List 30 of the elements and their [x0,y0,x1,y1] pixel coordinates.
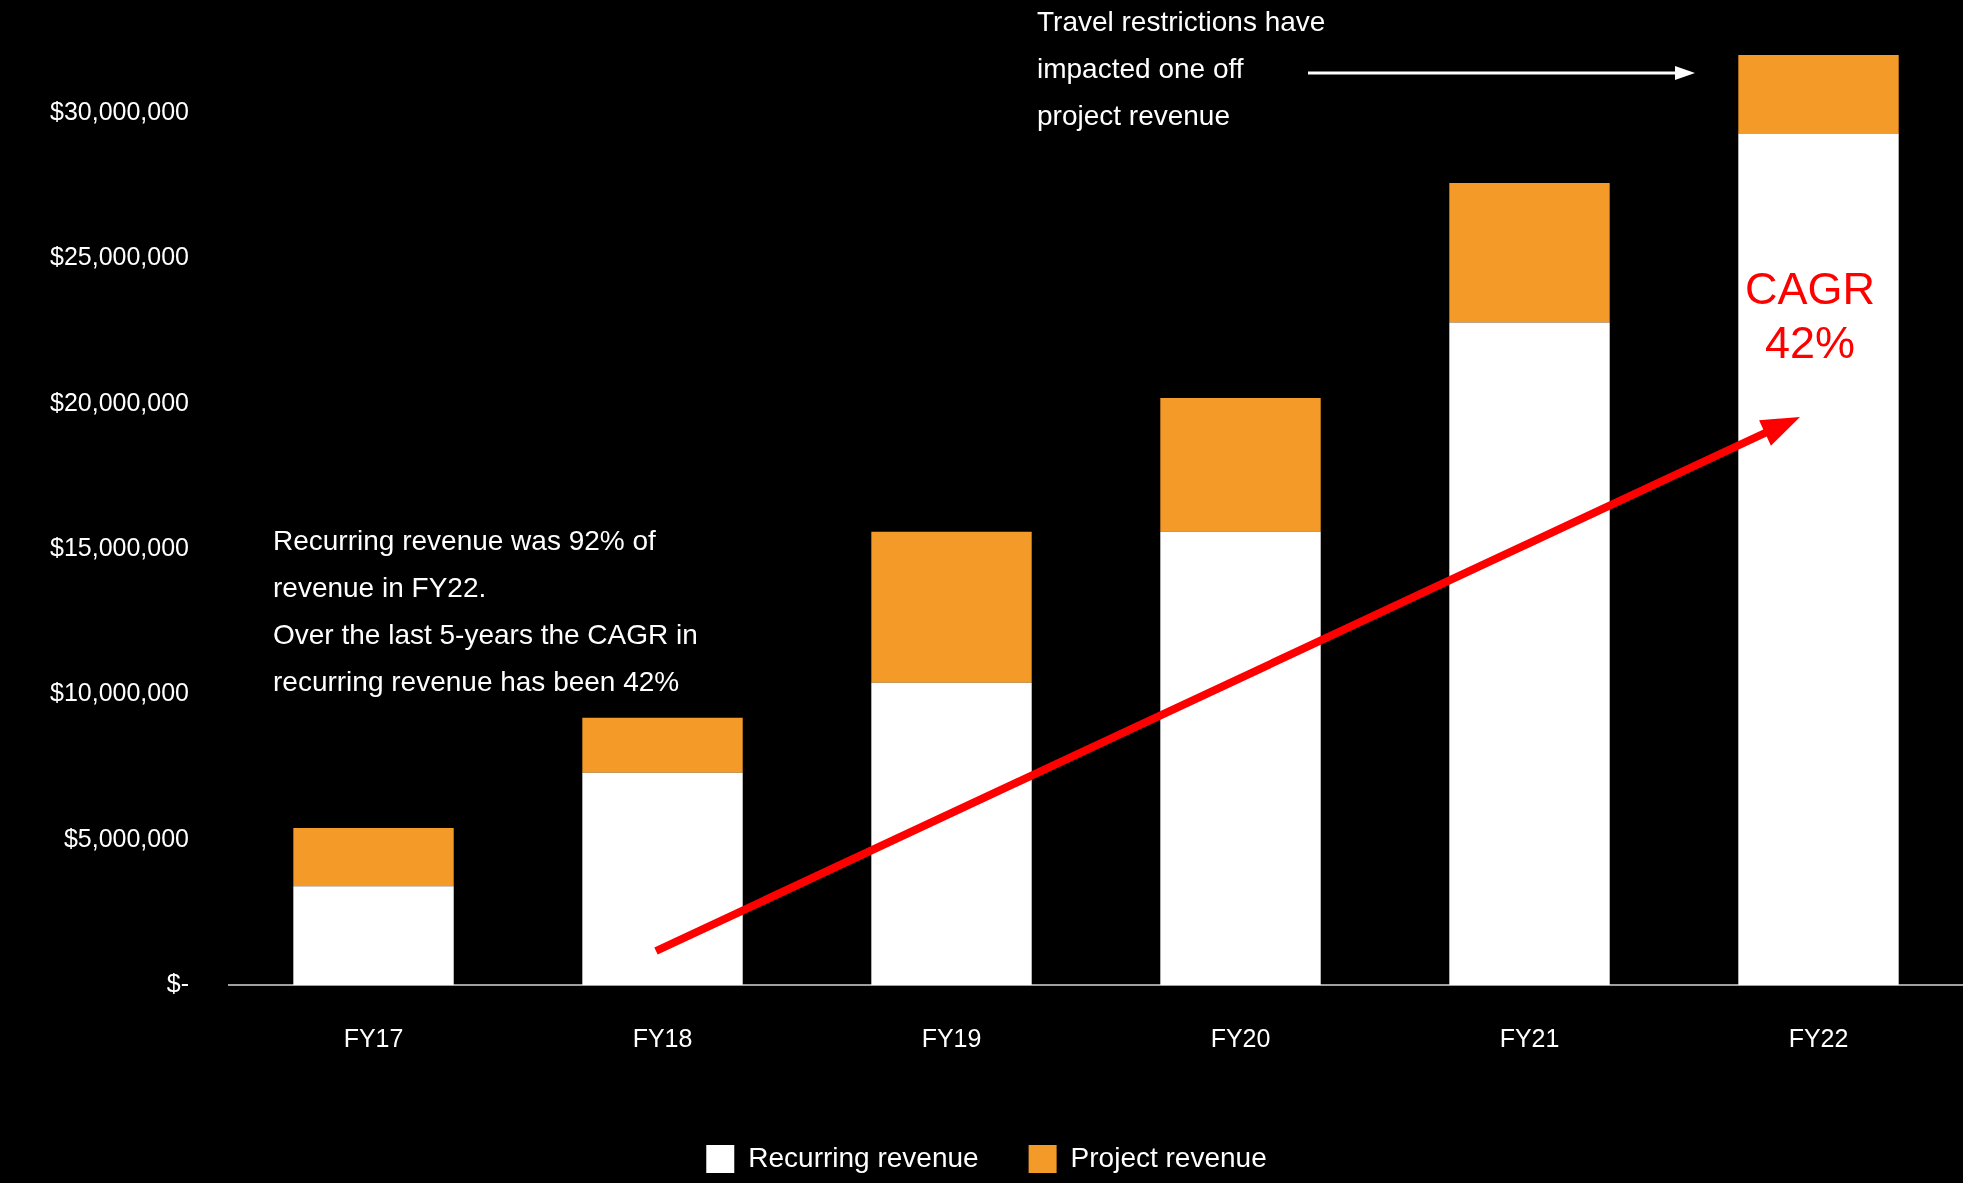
bar [582,772,743,985]
bar [582,717,743,773]
bar [1160,397,1321,532]
bar [293,886,454,985]
bar [1449,182,1610,323]
y-tick-label: $- [166,968,190,997]
x-tick-label: FY22 [1788,1023,1849,1052]
bar [1738,133,1899,985]
bar [1738,55,1899,134]
legend-label: Project revenue [1070,1141,1267,1173]
annotation: Travel restrictions have impacted one off project revenue [1037,5,1326,133]
y-tick-label: $20,000,000 [49,387,190,416]
y-tick-label: $10,000,000 [49,678,190,707]
x-tick-label: FY20 [1210,1023,1271,1052]
y-tick-label: $30,000,000 [49,97,190,126]
x-tick-label: FY18 [632,1023,693,1052]
bar [1449,322,1610,985]
bar [871,682,1032,985]
legend-label: Recurring revenue [748,1141,979,1173]
y-tick-label: $15,000,000 [49,532,190,561]
y-tick-label: $25,000,000 [49,242,190,271]
x-tick-label: FY17 [343,1023,404,1052]
bar [1160,531,1321,985]
y-tick-label: $5,000,000 [63,823,190,852]
x-tick-label: FY21 [1499,1023,1560,1052]
bar [293,828,454,887]
annotation: Recurring revenue was 92% of revenue in FY22. Over the last 5-years the CAGR in recurring revenue has been 42% [273,524,698,699]
x-tick-label: FY19 [921,1023,982,1052]
bar [871,531,1032,683]
annotation: CAGR 42% [1744,262,1876,370]
